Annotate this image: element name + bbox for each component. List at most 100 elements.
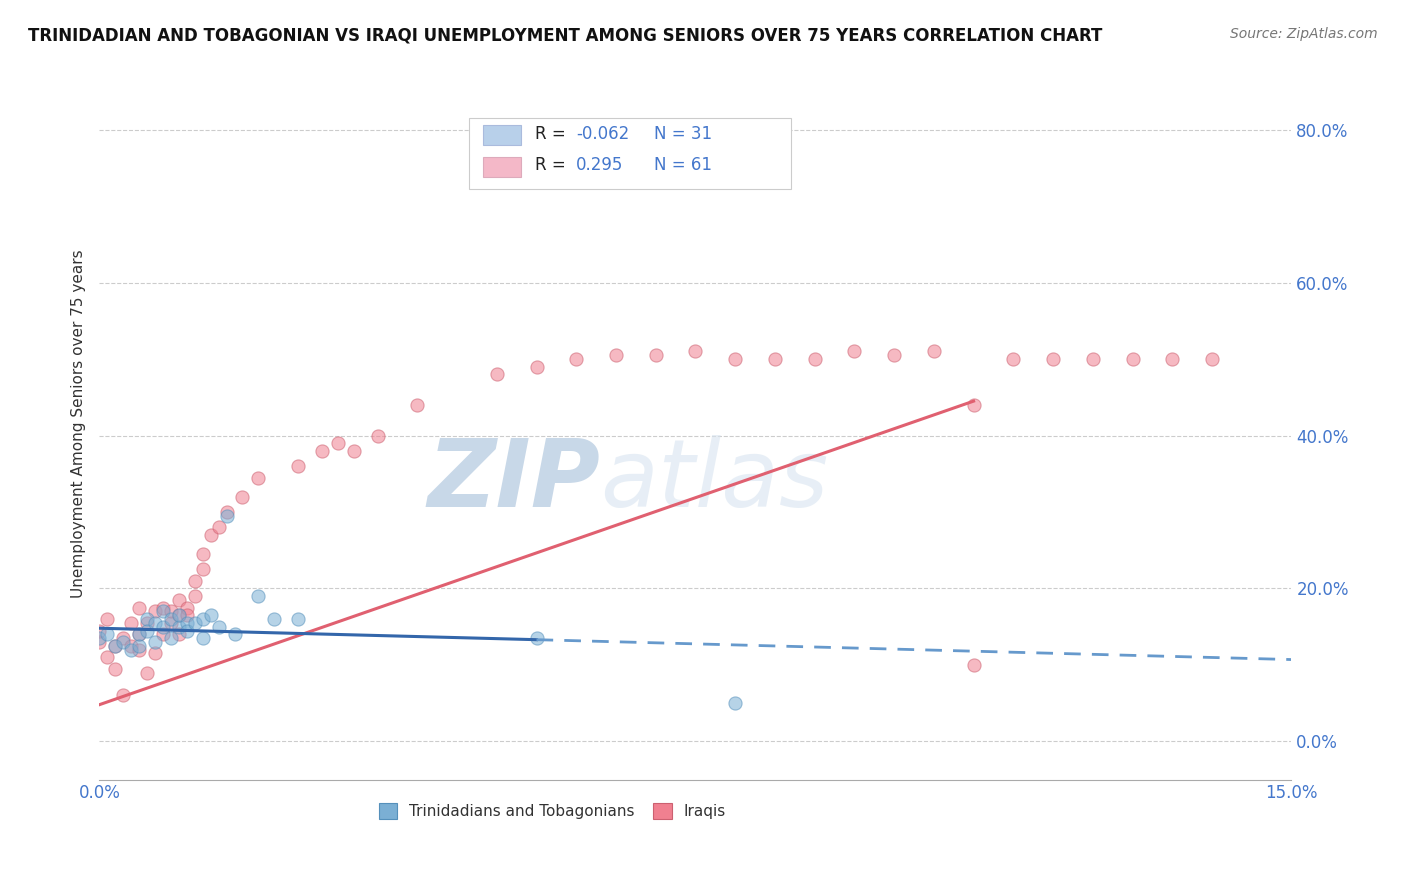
Point (191, 562, 214, 576)
Y-axis label: Unemployment Among Seniors over 75 years: Unemployment Among Seniors over 75 years (72, 250, 86, 599)
Point (406, 398, 429, 412)
Point (844, 344, 866, 359)
Point (128, 642, 150, 657)
Point (160, 615, 183, 630)
Point (96, 627, 118, 641)
Point (803, 352, 825, 367)
Point (605, 348, 627, 362)
Point (167, 608, 190, 623)
Point (263, 612, 285, 626)
Point (644, 348, 666, 362)
FancyBboxPatch shape (484, 126, 522, 145)
Point (208, 620, 231, 634)
Point (200, 528, 222, 542)
Point (104, 639, 127, 653)
Point (1121, 352, 1143, 367)
Point (1201, 352, 1223, 367)
FancyBboxPatch shape (484, 157, 522, 177)
Point (962, 398, 984, 412)
Text: N = 31: N = 31 (654, 125, 711, 143)
Text: Source: ZipAtlas.com: Source: ZipAtlas.com (1230, 27, 1378, 41)
Point (311, 443, 333, 458)
Point (191, 631, 214, 645)
Point (104, 639, 127, 653)
Point (724, 696, 747, 710)
Point (184, 574, 207, 588)
Point (120, 615, 142, 630)
Point (247, 470, 270, 484)
Point (136, 624, 159, 638)
Point (143, 635, 166, 649)
Point (112, 631, 135, 645)
Point (191, 612, 214, 626)
Point (120, 642, 142, 657)
Point (89, 624, 111, 638)
Point (89, 631, 111, 645)
Point (224, 627, 246, 641)
Legend: Trinidadians and Tobagonians, Iraqis: Trinidadians and Tobagonians, Iraqis (373, 797, 733, 825)
Point (247, 589, 270, 603)
Point (136, 615, 159, 630)
Point (1081, 352, 1104, 367)
Point (112, 635, 135, 649)
Text: R =: R = (534, 156, 576, 174)
Point (160, 631, 183, 645)
Point (167, 620, 190, 634)
Point (167, 608, 190, 623)
Point (104, 662, 127, 676)
Point (287, 459, 309, 474)
Point (143, 615, 166, 630)
Text: -0.062: -0.062 (576, 125, 630, 143)
Point (143, 647, 166, 661)
Point (326, 436, 349, 450)
Point (152, 620, 174, 634)
Point (763, 352, 786, 367)
Point (367, 428, 389, 442)
Point (89, 635, 111, 649)
Point (1161, 352, 1184, 367)
Point (136, 612, 159, 626)
Text: TRINIDADIAN AND TOBAGONIAN VS IRAQI UNEMPLOYMENT AMONG SENIORS OVER 75 YEARS COR: TRINIDADIAN AND TOBAGONIAN VS IRAQI UNEM… (28, 27, 1102, 45)
FancyBboxPatch shape (470, 119, 790, 189)
Point (128, 639, 150, 653)
Point (215, 508, 238, 523)
Point (191, 547, 214, 561)
Point (143, 604, 166, 618)
Point (112, 689, 135, 703)
Text: ZIP: ZIP (427, 435, 600, 527)
Point (120, 639, 142, 653)
Point (176, 624, 198, 638)
Point (128, 627, 150, 641)
Text: R =: R = (534, 125, 571, 143)
Point (128, 600, 150, 615)
Point (883, 348, 905, 362)
Text: atlas: atlas (600, 435, 828, 526)
Point (167, 593, 190, 607)
Point (208, 520, 231, 534)
Text: 0.295: 0.295 (576, 156, 624, 174)
Point (184, 589, 207, 603)
Point (176, 608, 198, 623)
Point (184, 615, 207, 630)
Point (485, 368, 508, 382)
Point (526, 631, 548, 645)
Point (152, 600, 174, 615)
Point (128, 627, 150, 641)
Point (526, 359, 548, 374)
Point (231, 490, 253, 504)
Point (160, 612, 183, 626)
Point (215, 505, 238, 519)
Point (287, 612, 309, 626)
Point (962, 657, 984, 672)
Point (343, 443, 366, 458)
Point (565, 352, 588, 367)
Text: N = 61: N = 61 (654, 156, 711, 174)
Point (160, 604, 183, 618)
Point (200, 608, 222, 623)
Point (96, 650, 118, 665)
Point (176, 615, 198, 630)
Point (724, 352, 747, 367)
Point (176, 600, 198, 615)
Point (136, 665, 159, 680)
Point (96, 612, 118, 626)
